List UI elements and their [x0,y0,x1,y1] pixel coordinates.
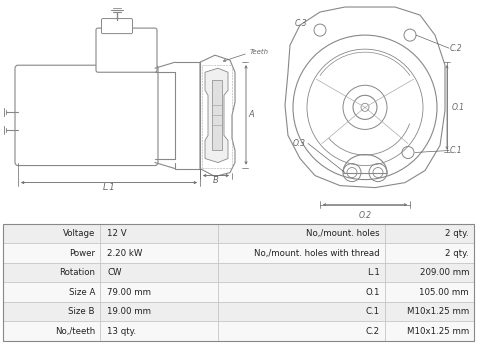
Bar [218,224,385,243]
Text: Voltage: Voltage [62,229,95,238]
Text: C.2: C.2 [450,44,463,53]
Text: O.2: O.2 [359,211,372,220]
Text: Teeth: Teeth [250,49,269,55]
Bar [3,243,100,263]
Text: 2.20 kW: 2.20 kW [107,248,143,257]
Bar [385,243,474,263]
Bar [100,224,218,243]
Text: O.1: O.1 [365,288,380,297]
Polygon shape [285,7,445,188]
Bar [218,302,385,321]
Text: CW: CW [107,268,121,277]
Text: 12 V: 12 V [107,229,127,238]
Bar [100,302,218,321]
Bar [218,243,385,263]
Text: Size A: Size A [69,288,95,297]
Text: No,/mount. holes with thread: No,/mount. holes with thread [254,248,380,257]
Text: C.1: C.1 [450,146,463,155]
FancyBboxPatch shape [15,65,158,166]
Text: 2 qty.: 2 qty. [445,248,469,257]
Text: 19.00 mm: 19.00 mm [107,307,151,316]
Text: 2 qty.: 2 qty. [445,229,469,238]
Bar [100,282,218,302]
Text: 13 qty.: 13 qty. [107,327,136,336]
FancyBboxPatch shape [101,19,132,33]
Text: Rotation: Rotation [59,268,95,277]
Text: C.2: C.2 [366,327,380,336]
Text: No,/mount. holes: No,/mount. holes [306,229,380,238]
Text: O.3: O.3 [293,139,306,148]
Text: Power: Power [69,248,95,257]
Bar [3,263,100,282]
Bar [3,224,474,341]
Text: Size B: Size B [69,307,95,316]
Bar [100,263,218,282]
Text: 209.00 mm: 209.00 mm [420,268,469,277]
Bar [385,263,474,282]
Bar [385,321,474,341]
Polygon shape [200,55,235,177]
Bar [385,302,474,321]
Polygon shape [205,68,228,163]
Bar [100,321,218,341]
Text: L.1: L.1 [367,268,380,277]
Bar [100,243,218,263]
Text: 105.00 mm: 105.00 mm [420,288,469,297]
Text: B: B [213,176,219,185]
Text: 79.00 mm: 79.00 mm [107,288,151,297]
Text: A: A [248,110,254,119]
Text: C.1: C.1 [366,307,380,316]
Bar [218,263,385,282]
Bar [3,321,100,341]
Bar [3,282,100,302]
Text: M10x1.25 mm: M10x1.25 mm [407,327,469,336]
Bar [218,321,385,341]
Text: L.1: L.1 [103,183,115,192]
Bar [385,282,474,302]
Bar [3,224,100,243]
Bar [385,224,474,243]
Bar [218,282,385,302]
Bar [3,302,100,321]
Text: M10x1.25 mm: M10x1.25 mm [407,307,469,316]
Text: No,/teeth: No,/teeth [55,327,95,336]
Polygon shape [212,80,222,151]
Text: C.3: C.3 [294,19,307,27]
FancyBboxPatch shape [96,28,157,72]
Text: O.1: O.1 [452,103,465,112]
